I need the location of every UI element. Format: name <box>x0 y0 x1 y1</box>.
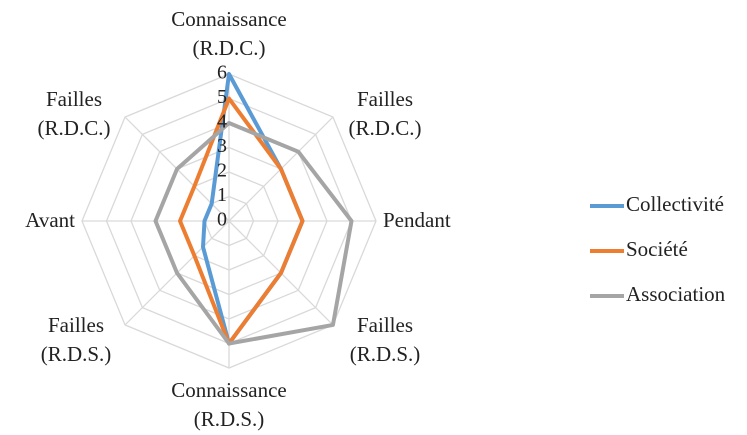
tick-label: 5 <box>217 86 227 108</box>
tick-label: 3 <box>217 135 227 157</box>
axis-label-line: Connaissance <box>171 378 286 402</box>
axis-label: Connaissance (R.D.C.) <box>171 7 286 60</box>
tick-label: 4 <box>217 111 227 133</box>
axis-label-line: (R.D.C.) <box>38 116 111 140</box>
axis-label: Avant <box>25 208 75 232</box>
tick-label: 6 <box>217 62 227 84</box>
axis-label: Failles (R.D.S.) <box>41 313 112 366</box>
tick-label: 0 <box>217 209 227 231</box>
series-line <box>153 121 354 346</box>
tick-label: 2 <box>217 160 227 182</box>
axis-label: Failles (R.D.C.) <box>38 87 111 140</box>
axis-label-line: Failles <box>357 313 413 337</box>
axis-label-line: (R.D.S.) <box>350 342 421 366</box>
axis-label: Pendant <box>383 208 451 232</box>
legend-label: Collectivité <box>626 192 724 216</box>
legend-label: Association <box>626 282 726 306</box>
axis-label-line: (R.D.C.) <box>349 116 422 140</box>
axis-label-line: (R.D.C.) <box>193 36 266 60</box>
axis-label-line: Failles <box>46 87 102 111</box>
axis-label-line: (R.D.S.) <box>41 342 112 366</box>
axis-label-line: Failles <box>357 87 413 111</box>
axis-label-line: Failles <box>48 313 104 337</box>
tick-label: 1 <box>217 184 227 206</box>
axis-label: Connaissance (R.D.S.) <box>171 378 286 431</box>
axis-label: Failles (R.D.C.) <box>349 87 422 140</box>
axis-label-line: Connaissance <box>171 7 286 31</box>
axis-label: Failles (R.D.S.) <box>350 313 421 366</box>
axis-label-line: (R.D.S.) <box>194 407 265 431</box>
legend-label: Société <box>626 237 688 261</box>
